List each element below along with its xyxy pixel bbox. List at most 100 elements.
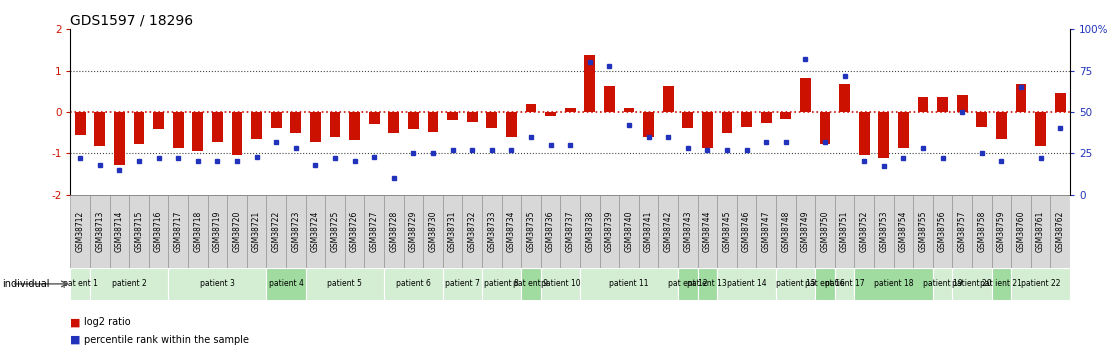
Text: GSM38746: GSM38746 (742, 210, 751, 252)
Bar (91, 195, 110, 268)
Text: GSM38734: GSM38734 (506, 210, 515, 252)
Bar (91, 268, 169, 300)
Text: patient 20: patient 20 (953, 279, 992, 288)
Text: GSM38733: GSM38733 (487, 210, 496, 252)
Bar (467, 112, 477, 122)
Bar (659, 195, 678, 268)
Bar (565, 108, 576, 112)
Text: patient 15: patient 15 (776, 279, 815, 288)
Text: GSM38748: GSM38748 (781, 210, 790, 252)
Text: patient 8: patient 8 (484, 279, 519, 288)
Text: GSM38717: GSM38717 (173, 210, 182, 252)
Bar (502, 195, 521, 268)
Bar (854, 268, 932, 300)
Text: GSM38737: GSM38737 (566, 210, 575, 252)
Text: patient 11: patient 11 (609, 279, 648, 288)
Bar (482, 195, 502, 268)
Bar (580, 195, 599, 268)
Bar (737, 195, 757, 268)
Bar (1015, 84, 1026, 112)
Text: GSM38762: GSM38762 (1055, 210, 1064, 252)
Bar (702, 112, 713, 148)
Bar (992, 268, 1011, 300)
Bar (130, 195, 149, 268)
Bar (678, 268, 698, 300)
Text: GSM38759: GSM38759 (997, 210, 1006, 252)
Text: GSM38757: GSM38757 (958, 210, 967, 252)
Bar (678, 195, 698, 268)
Text: log2 ratio: log2 ratio (84, 317, 131, 327)
Bar (1011, 268, 1070, 300)
Bar (898, 112, 909, 148)
Bar (741, 112, 752, 127)
Bar (271, 112, 282, 128)
Text: GSM38718: GSM38718 (193, 210, 202, 252)
Text: GSM38741: GSM38741 (644, 210, 653, 252)
Bar (932, 268, 953, 300)
Bar (149, 195, 169, 268)
Text: patient 17: patient 17 (825, 279, 864, 288)
Bar (325, 195, 344, 268)
Text: GSM38754: GSM38754 (899, 210, 908, 252)
Bar (815, 195, 835, 268)
Bar (231, 112, 243, 155)
Bar (976, 112, 987, 127)
Text: GSM38716: GSM38716 (154, 210, 163, 252)
Bar (780, 112, 792, 119)
Text: pat ient 21: pat ient 21 (980, 279, 1022, 288)
Text: patient 2: patient 2 (112, 279, 146, 288)
Text: GSM38723: GSM38723 (292, 210, 301, 252)
Bar (815, 268, 835, 300)
Bar (286, 195, 305, 268)
Text: patient 4: patient 4 (268, 279, 303, 288)
Text: percentile rank within the sample: percentile rank within the sample (84, 335, 249, 345)
Bar (913, 195, 932, 268)
Bar (134, 112, 144, 144)
Bar (114, 112, 125, 165)
Text: GSM38760: GSM38760 (1016, 210, 1025, 252)
Bar (169, 268, 266, 300)
Bar (305, 268, 383, 300)
Bar (760, 112, 771, 123)
Bar (1050, 195, 1070, 268)
Bar (447, 112, 458, 120)
Bar (192, 112, 203, 151)
Bar (835, 195, 854, 268)
Bar (291, 112, 301, 134)
Text: GSM38751: GSM38751 (840, 210, 849, 252)
Bar (541, 268, 580, 300)
Bar (70, 195, 91, 268)
Bar (992, 195, 1011, 268)
Text: GSM38735: GSM38735 (527, 210, 536, 252)
Text: GSM38756: GSM38756 (938, 210, 947, 252)
Bar (330, 112, 340, 137)
Text: pat ent 9: pat ent 9 (513, 279, 549, 288)
Text: GSM38738: GSM38738 (586, 210, 595, 252)
Text: patient 6: patient 6 (396, 279, 430, 288)
Bar (1035, 112, 1046, 146)
Bar (972, 195, 992, 268)
Bar (247, 195, 266, 268)
Bar (369, 112, 380, 124)
Bar (796, 195, 815, 268)
Bar (717, 268, 776, 300)
Text: GSM38750: GSM38750 (821, 210, 830, 252)
Bar (819, 112, 831, 144)
Bar (173, 112, 183, 148)
Bar (624, 108, 634, 112)
Bar (893, 195, 913, 268)
Bar (383, 268, 443, 300)
Bar (212, 112, 222, 142)
Bar (663, 86, 673, 112)
Text: patient 10: patient 10 (541, 279, 580, 288)
Text: ■: ■ (70, 335, 80, 345)
Bar (682, 112, 693, 128)
Text: GSM38732: GSM38732 (467, 210, 476, 252)
Bar (800, 78, 811, 112)
Bar (918, 97, 928, 112)
Bar (835, 268, 854, 300)
Text: GSM38713: GSM38713 (95, 210, 104, 252)
Bar (486, 112, 498, 128)
Text: GSM38731: GSM38731 (448, 210, 457, 252)
Bar (1011, 195, 1031, 268)
